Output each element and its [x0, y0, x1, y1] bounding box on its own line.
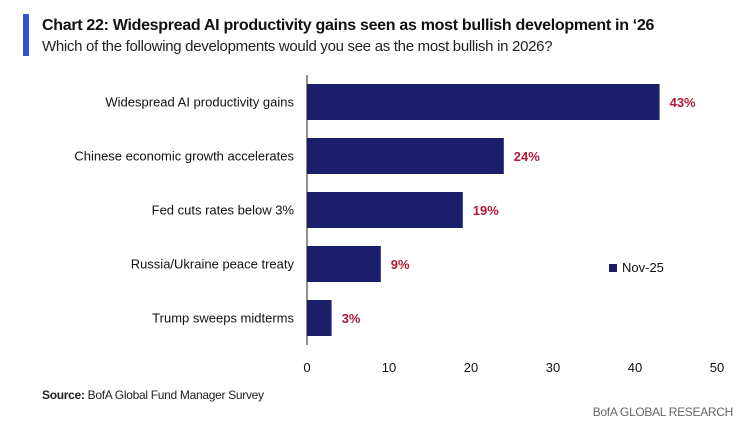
category-label: Chinese economic growth accelerates: [74, 149, 294, 164]
data-label: 24%: [514, 149, 540, 164]
bar: [307, 246, 381, 282]
x-tick-label: 20: [464, 360, 478, 375]
x-tick-label: 10: [382, 360, 396, 375]
category-label: Widespread AI productivity gains: [105, 95, 294, 110]
category-label: Fed cuts rates below 3%: [152, 203, 295, 218]
source-label: Source:: [42, 388, 85, 402]
brand-footer: BofA GLOBAL RESEARCH: [592, 405, 734, 419]
bar: [307, 138, 504, 174]
chart-subtitle: Which of the following developments woul…: [42, 38, 553, 55]
category-label: Russia/Ukraine peace treaty: [131, 257, 295, 272]
legend-label: Nov-25: [622, 260, 664, 275]
x-tick-label: 30: [546, 360, 560, 375]
bar: [307, 300, 332, 336]
x-tick-label: 40: [628, 360, 642, 375]
data-label: 19%: [473, 203, 499, 218]
x-tick-label: 0: [303, 360, 310, 375]
data-label: 9%: [391, 257, 410, 272]
x-tick-label: 50: [710, 360, 724, 375]
bar: [307, 84, 660, 120]
title-accent-bar: [23, 14, 29, 56]
data-label: 43%: [670, 95, 696, 110]
data-label: 3%: [342, 311, 361, 326]
legend-swatch: [609, 264, 617, 272]
chart-title: Chart 22: Widespread AI productivity gai…: [42, 17, 655, 34]
source-note: Source: BofA Global Fund Manager Survey: [42, 388, 264, 402]
source-text: BofA Global Fund Manager Survey: [84, 388, 264, 402]
bar: [307, 192, 463, 228]
category-label: Trump sweeps midterms: [152, 311, 294, 326]
